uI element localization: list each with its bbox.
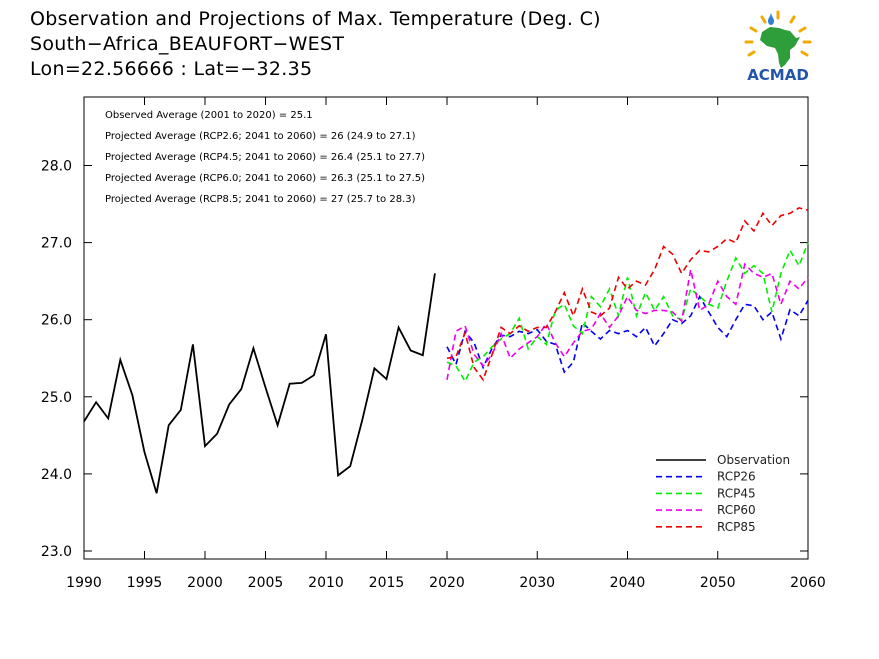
africa-map-logo-icon [744,10,812,68]
annotation-block: Observed Average (2001 to 2020) = 25.1 P… [105,110,425,205]
annotation-rcp26: Projected Average (RCP2.6; 2041 to 2060)… [105,131,416,142]
y-tick-label: 24.0 [41,467,72,483]
series-line-rcp60 [446,262,809,380]
legend-label-rcp60: RCP60 [717,503,756,517]
legend-label-observation: Observation [717,453,790,467]
annotation-observed: Observed Average (2001 to 2020) = 25.1 [105,110,313,121]
y-tick-label: 25.0 [41,390,72,406]
plot-frame [83,96,809,560]
x-tick-label: 2015 [369,575,405,591]
series-line-rcp85 [446,207,809,382]
x-tick-label: 2060 [790,575,826,591]
series-line-rcp26 [446,294,809,374]
location-coordinates: Lon=22.56666 : Lat=−32.35 [30,58,313,80]
x-tick-label: 2040 [610,575,646,591]
series-line-rcp45 [446,242,809,384]
x-tick-label: 2005 [248,575,284,591]
legend-label-rcp26: RCP26 [717,470,756,484]
annotation-rcp45: Projected Average (RCP4.5; 2041 to 2060)… [105,152,425,163]
x-tick-label: 1990 [66,575,102,591]
x-tick-label: 2050 [700,575,736,591]
legend: Observation RCP26 RCP45 RCP60 RCP85 [656,453,790,534]
x-tick-label: 1995 [127,575,163,591]
y-tick-label: 23.0 [41,544,72,560]
legend-label-rcp45: RCP45 [717,486,756,500]
series-line-observation [83,273,436,494]
y-tick-label: 28.0 [41,159,72,175]
data-series [83,207,809,494]
annotation-rcp85: Projected Average (RCP8.5; 2041 to 2060)… [105,194,416,205]
x-tick-label: 2000 [187,575,223,591]
y-tick-label: 27.0 [41,236,72,252]
legend-label-rcp85: RCP85 [717,520,756,534]
annotation-rcp60: Projected Average (RCP6.0; 2041 to 2060)… [105,173,425,184]
y-tick-label: 26.0 [41,313,72,329]
acmad-logo: ACMAD [738,8,818,86]
x-tick-label: 2010 [308,575,344,591]
location-name: South−Africa_BEAUFORT−WEST [30,33,345,55]
x-tick-label: 2030 [519,575,555,591]
logo-text: ACMAD [747,66,809,84]
axis-ticks: 23.0 24.0 25.0 26.0 27.0 28.0 1990 1995 2000 2005… [41,97,826,591]
x-tick-label: 2020 [429,575,465,591]
chart-title: Observation and Projections of Max. Temp… [30,8,601,30]
